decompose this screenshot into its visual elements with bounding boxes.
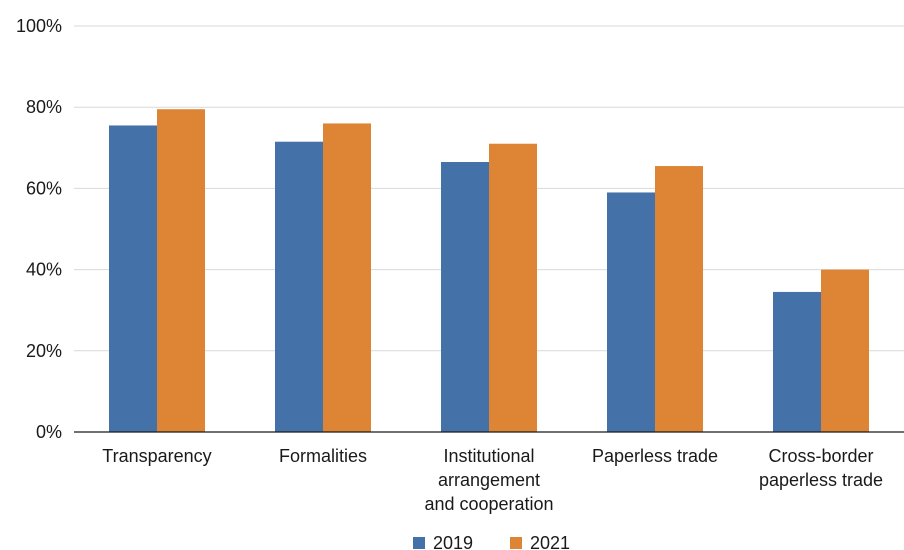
legend-label-2021: 2021 (530, 533, 570, 550)
x-category-label: Paperless trade (592, 446, 718, 466)
bar-2021 (821, 270, 869, 432)
y-tick-label: 60% (26, 178, 62, 198)
x-category-label-line: arrangement (438, 470, 540, 490)
y-tick-label: 20% (26, 341, 62, 361)
bar-2019 (773, 292, 821, 432)
y-tick-label: 40% (26, 260, 62, 280)
y-tick-label: 80% (26, 97, 62, 117)
y-tick-label: 0% (36, 422, 62, 442)
bar-2021 (655, 166, 703, 432)
x-category-label-line: and cooperation (424, 494, 553, 514)
legend-swatch-2021 (510, 537, 522, 549)
x-category-label-line: paperless trade (759, 470, 883, 490)
bar-2019 (607, 192, 655, 432)
x-category-label: Cross-border paperless trade (759, 446, 883, 490)
x-category-label-line: Transparency (102, 446, 211, 466)
legend-label-2019: 2019 (433, 533, 473, 550)
x-category-label-line: Cross-border (768, 446, 873, 466)
x-category-label: Transparency (102, 446, 211, 466)
x-category-label-line: Paperless trade (592, 446, 718, 466)
y-axis-tick-labels: 0% 20% 40% 60% 80% 100% (16, 16, 62, 442)
bar-2021 (489, 144, 537, 432)
legend-swatch-2019 (413, 537, 425, 549)
bar-2019 (109, 125, 157, 432)
y-tick-label: 100% (16, 16, 62, 36)
bar-2019 (275, 142, 323, 432)
bar-2021 (323, 123, 371, 432)
x-category-label-line: Formalities (279, 446, 367, 466)
x-category-label-line: Institutional (443, 446, 534, 466)
bar-2019 (441, 162, 489, 432)
x-axis-category-labels: Transparency Formalities Institutional arra… (102, 446, 883, 514)
bar-2021 (157, 109, 205, 432)
legend: 2019 2021 (413, 533, 570, 550)
x-category-label: Formalities (279, 446, 367, 466)
x-category-label: Institutional arrangement and cooperation (424, 446, 553, 514)
bars (109, 109, 869, 432)
